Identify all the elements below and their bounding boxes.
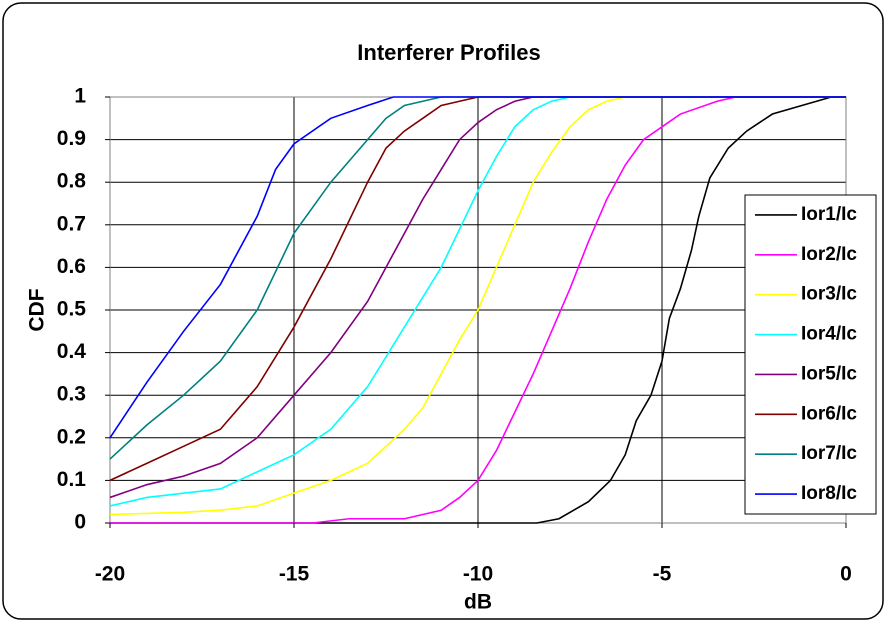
legend: Ior1/Ic Ior2/Ic Ior3/Ic Ior4/Ic Ior5/Ic Ior6/…: [744, 194, 877, 515]
x-tick-label: -20: [95, 563, 125, 586]
y-tick-label: 1: [74, 85, 86, 108]
legend-label: Ior5/Ic: [801, 363, 857, 384]
y-tick-label: 0.8: [57, 170, 87, 193]
y-tick-label: 0.9: [57, 127, 86, 150]
chart-border: [2, 2, 884, 620]
y-tick-label: 0.1: [57, 468, 87, 491]
y-axis-label: CDF: [26, 288, 49, 331]
series-line: [110, 96, 846, 524]
x-axis-label: dB: [464, 591, 492, 614]
series-line: [109, 96, 846, 516]
x-tick-label: 0: [840, 563, 852, 586]
series-line: [109, 96, 846, 439]
x-tick-label: -10: [463, 563, 493, 586]
ticks: 0 0.1 0.2 0.3 0.4 0.5 0.6 0.7 0.8 0.9 1 -20 -15 -10 -5…: [57, 85, 852, 586]
legend-label: Ior8/Ic: [801, 483, 857, 504]
series-line: [109, 96, 846, 460]
y-tick-label: 0.2: [57, 425, 86, 448]
legend-label: Ior3/Ic: [801, 284, 857, 305]
y-tick-label: 0.6: [57, 255, 86, 278]
y-tick-label: 0.5: [57, 298, 87, 321]
x-tick-label: -15: [279, 563, 310, 586]
y-tick-label: 0: [74, 511, 86, 534]
legend-label: Ior6/Ic: [801, 403, 857, 424]
chart-title: Interferer Profiles: [357, 40, 540, 65]
x-tick-label: -5: [653, 563, 672, 586]
series-line: [109, 96, 846, 482]
legend-label: Ior2/Ic: [801, 244, 857, 265]
legend-label: Ior4/Ic: [801, 324, 857, 345]
series-line: [110, 96, 846, 524]
y-tick-label: 0.4: [57, 340, 87, 363]
legend-label: Ior7/Ic: [801, 443, 857, 464]
y-tick-label: 0.3: [57, 383, 86, 406]
legend-label: Ior1/Ic: [801, 204, 857, 225]
lines: [109, 96, 846, 524]
series-line: [109, 96, 846, 499]
legend-box: [744, 194, 877, 515]
y-tick-label: 0.7: [57, 212, 86, 235]
series-line: [109, 96, 846, 507]
